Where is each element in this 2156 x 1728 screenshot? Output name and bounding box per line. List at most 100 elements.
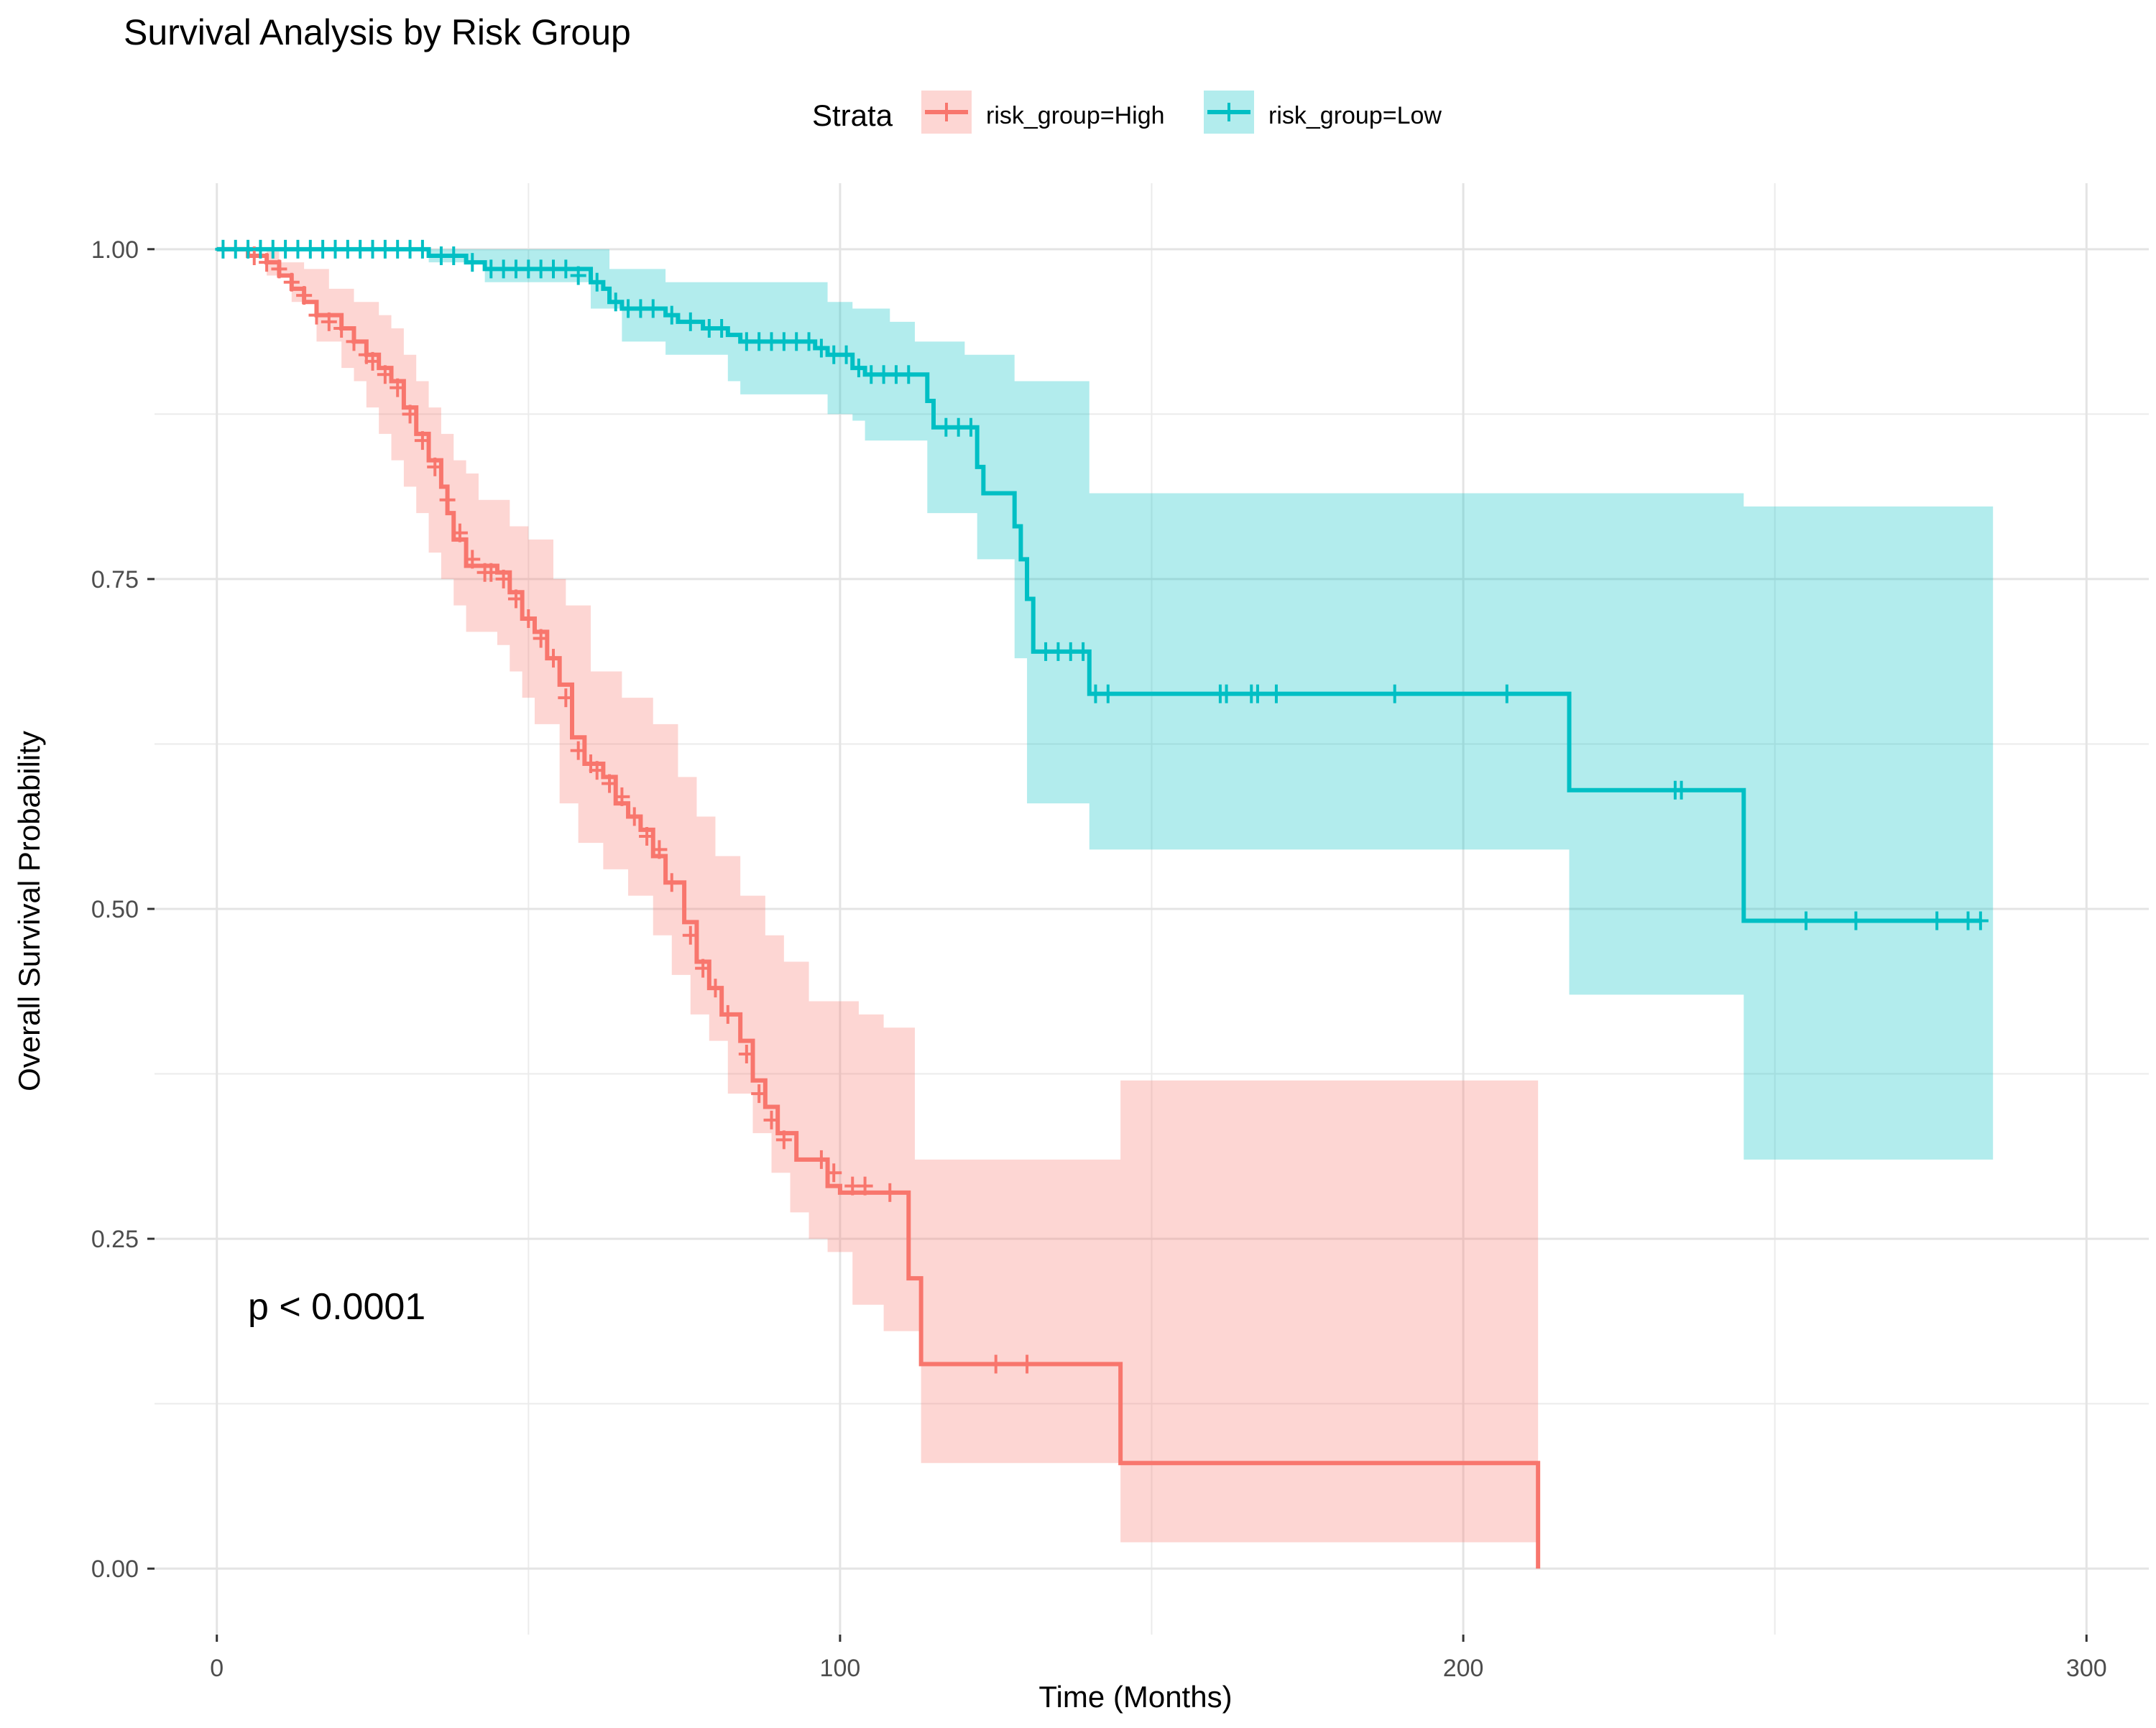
x-tick-label: 100	[820, 1655, 861, 1682]
legend-item-low: risk_group=Low	[1204, 91, 1442, 134]
legend: risk_group=High risk_group=Low	[921, 91, 1442, 134]
censor-mark-high	[626, 807, 642, 826]
censor-mark-high	[682, 925, 699, 945]
confidence-bands	[216, 249, 1994, 1543]
censor-mark-high	[987, 1354, 1004, 1374]
legend-label: risk_group=Low	[1268, 102, 1442, 129]
confidence-band-high	[216, 249, 1539, 1543]
censor-mark-high	[451, 523, 468, 542]
censor-mark-low	[963, 417, 980, 437]
censor-mark-low	[1386, 684, 1403, 703]
censor-mark-low	[1972, 911, 1989, 930]
p-value-annotation: p < 0.0001	[248, 1286, 425, 1328]
y-axis-label: Overall Survival Probability	[12, 731, 46, 1091]
censor-mark-high	[707, 979, 724, 998]
x-axis-label: Time (Months)	[1038, 1680, 1232, 1714]
censor-mark-low	[1498, 684, 1515, 703]
censor-mark-low	[663, 305, 680, 325]
censor-mark-high	[545, 649, 561, 668]
censor-mark-low	[813, 338, 829, 358]
censor-mark-low	[682, 312, 699, 331]
censor-mark-low	[607, 292, 624, 312]
censor-mark-high	[520, 609, 537, 628]
censor-mark-high	[558, 688, 574, 708]
censor-mark-high	[533, 629, 549, 648]
censor-mark-low	[850, 359, 867, 378]
x-tick-label: 200	[1443, 1655, 1484, 1682]
censor-mark-high	[763, 1110, 780, 1129]
censor-mark-high	[308, 305, 325, 325]
grid-layer	[155, 183, 2149, 1635]
legend-item-high: risk_group=High	[921, 91, 1165, 134]
y-tick-label: 0.50	[91, 896, 139, 923]
censor-mark-low	[570, 266, 586, 285]
censor-mark-low	[1798, 911, 1815, 930]
censor-mark-high	[296, 286, 313, 305]
censor-mark-high	[1019, 1354, 1036, 1374]
censor-mark-low	[900, 365, 917, 384]
censor-mark-low	[714, 319, 730, 338]
x-tick-label: 300	[2066, 1655, 2107, 1682]
censor-mark-high	[321, 312, 337, 331]
censor-mark-high	[364, 351, 381, 371]
y-tick-label: 0.00	[91, 1556, 139, 1583]
censor-mark-high	[414, 431, 430, 451]
censor-mark-low	[1673, 780, 1690, 800]
censor-mark-low	[838, 345, 854, 364]
censor-mark-high	[775, 1130, 792, 1150]
legend-label: risk_group=High	[986, 102, 1165, 129]
axes: 0 100 200 300 0.00 0.25 0.50 0.75 1.00	[91, 236, 2107, 1682]
censor-mark-high	[857, 1176, 873, 1196]
chart-title: Survival Analysis by Risk Group	[124, 12, 631, 52]
censor-mark-low	[801, 332, 817, 351]
censor-mark-high	[882, 1183, 898, 1202]
censor-mark-high	[507, 589, 524, 609]
censor-mark-low	[645, 299, 661, 318]
censor-mark-low	[1929, 911, 1945, 930]
censor-mark-high	[738, 1045, 755, 1063]
censor-mark-low	[446, 246, 462, 265]
censor-mark-high	[427, 457, 443, 476]
censor-mark-low	[1249, 684, 1266, 703]
censor-mark-low	[1100, 684, 1116, 703]
censor-mark-high	[813, 1150, 829, 1169]
censor-mark-low	[464, 253, 481, 272]
censor-mark-high	[602, 774, 618, 793]
censor-mark-low	[1848, 911, 1864, 930]
y-tick-label: 0.25	[91, 1226, 139, 1253]
censor-mark-high	[719, 1004, 736, 1024]
censor-mark-high	[377, 365, 393, 384]
censor-mark-high	[464, 550, 481, 569]
censor-mark-high	[589, 761, 605, 780]
censor-marks	[215, 239, 1989, 1374]
y-tick-label: 0.75	[91, 566, 139, 593]
censor-mark-high	[639, 827, 655, 846]
censor-mark-low	[1218, 684, 1235, 703]
censor-mark-high	[695, 958, 711, 978]
censor-mark-high	[390, 378, 406, 397]
confidence-band-low	[216, 249, 1994, 1160]
censor-mark-high	[483, 563, 499, 582]
censor-mark-low	[1075, 642, 1092, 661]
y-tick-label: 1.00	[91, 236, 139, 264]
censor-mark-high	[271, 259, 287, 279]
censor-mark-high	[826, 1163, 842, 1183]
censor-mark-high	[439, 490, 456, 509]
censor-mark-high	[751, 1084, 768, 1104]
censor-mark-high	[614, 787, 630, 806]
x-tick-label: 0	[210, 1655, 224, 1682]
censor-mark-low	[589, 272, 605, 292]
censor-mark-high	[333, 319, 350, 338]
censor-mark-high	[259, 253, 275, 272]
censor-mark-high	[495, 569, 512, 588]
censor-mark-high	[570, 741, 586, 760]
censor-mark-low	[558, 259, 574, 279]
censor-mark-low	[414, 239, 430, 259]
censor-mark-high	[663, 873, 680, 892]
legend-title: Strata	[812, 98, 893, 132]
censor-mark-high	[402, 405, 418, 424]
censor-mark-high	[283, 272, 300, 292]
censor-mark-low	[1268, 684, 1284, 703]
